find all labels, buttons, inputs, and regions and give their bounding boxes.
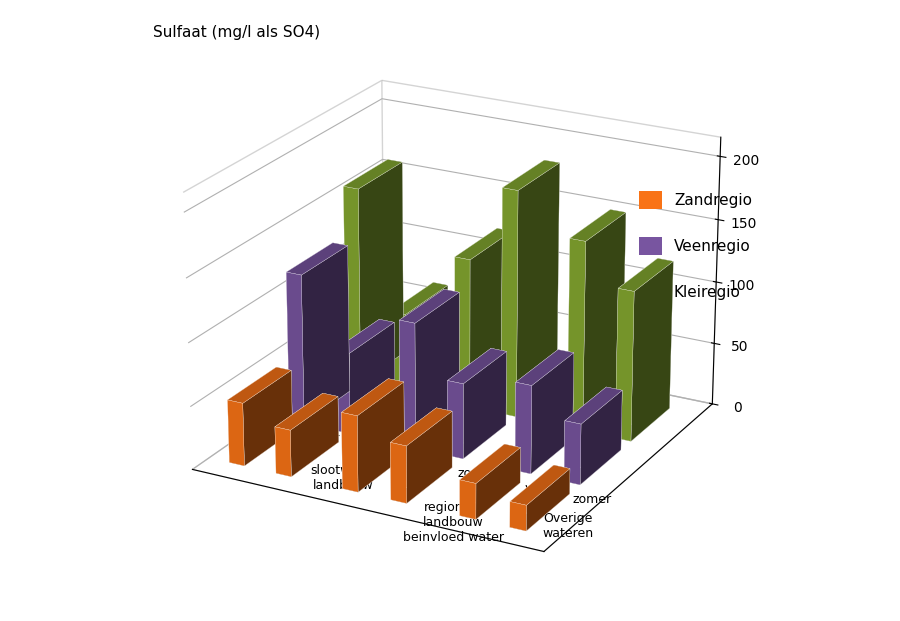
Text: Sulfaat (mg/l als SO4): Sulfaat (mg/l als SO4) — [152, 25, 320, 40]
Legend: Zandregio, Veenregio, Kleiregio: Zandregio, Veenregio, Kleiregio — [633, 184, 758, 308]
